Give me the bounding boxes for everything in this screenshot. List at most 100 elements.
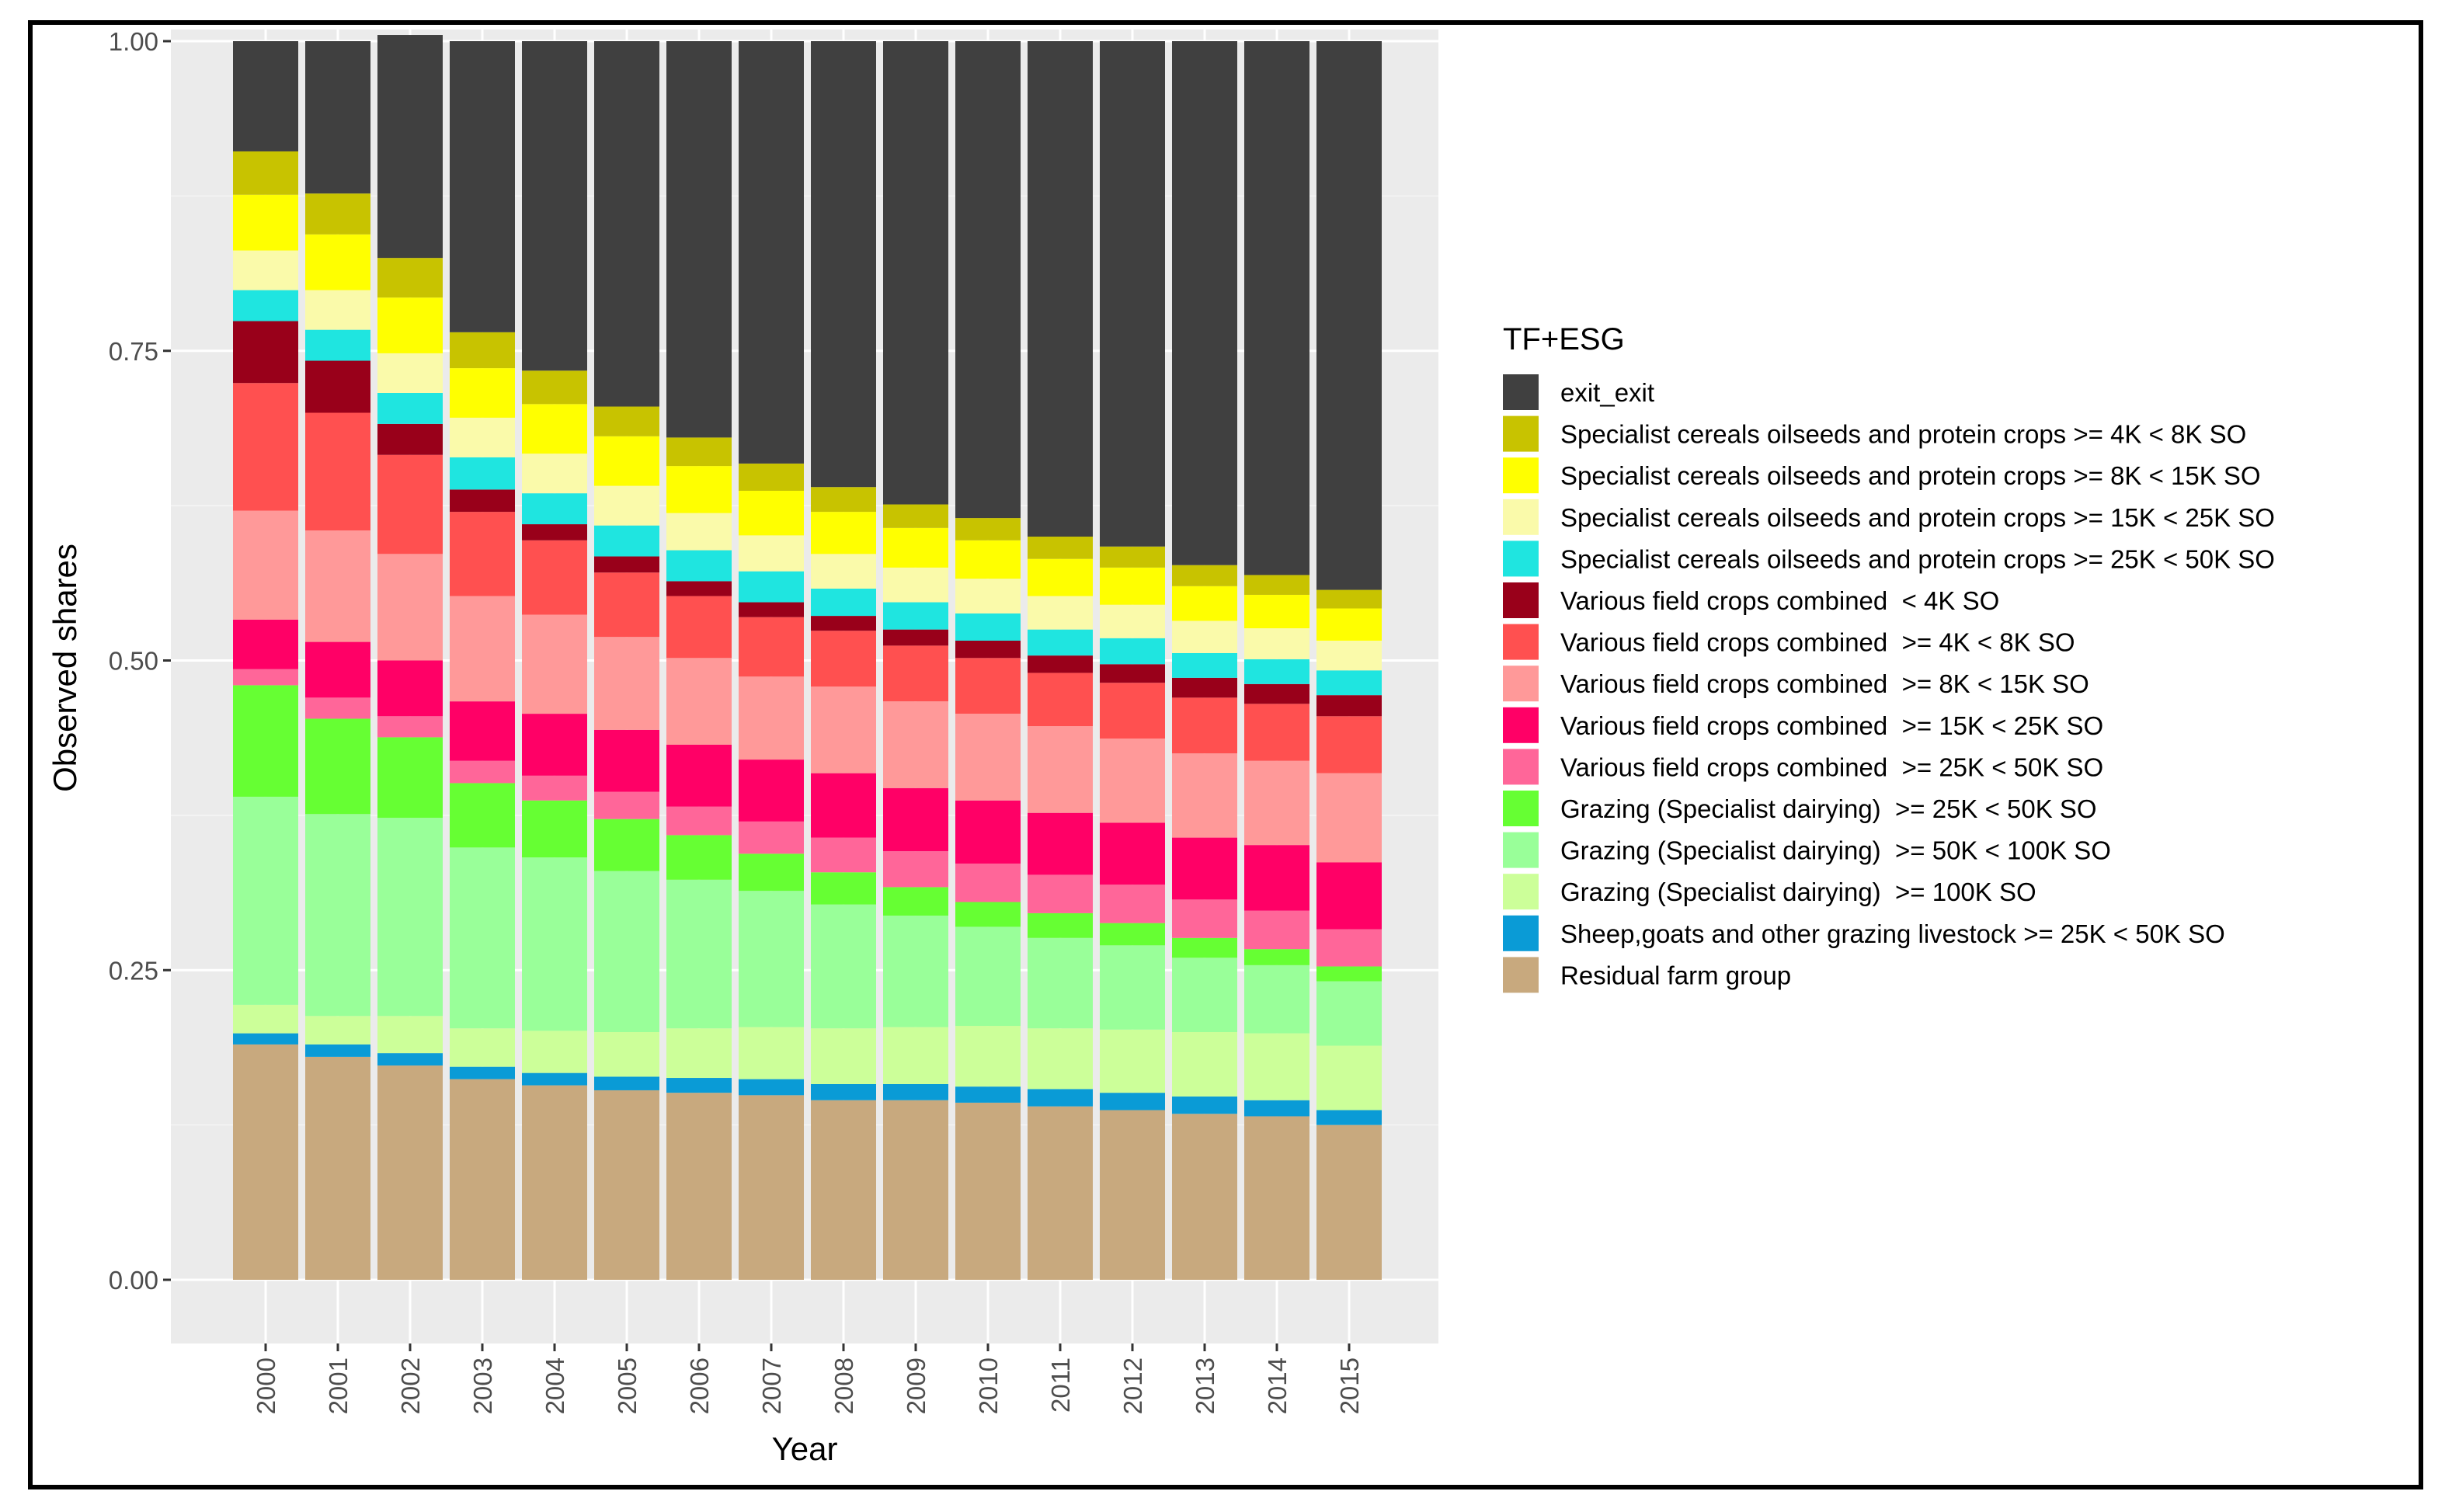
legend-swatch bbox=[1503, 666, 1539, 702]
bar-segment-2002-s6 bbox=[377, 660, 443, 717]
bar-segment-2004-s8 bbox=[522, 540, 587, 615]
bar-segment-2009-s5 bbox=[883, 851, 948, 888]
y-tick-label: 0.25 bbox=[109, 956, 158, 985]
legend-swatch bbox=[1503, 957, 1539, 993]
bar-segment-2012-s2 bbox=[1100, 1029, 1165, 1093]
legend-swatch bbox=[1503, 499, 1539, 535]
bar-segment-2011-s1 bbox=[1028, 1089, 1093, 1107]
x-tick-label-2013: 2013 bbox=[1191, 1357, 1219, 1414]
bar-segment-2012-s6 bbox=[1100, 822, 1165, 885]
bar-segment-2006-s0 bbox=[666, 1093, 732, 1280]
bar-segment-2011-s7 bbox=[1028, 726, 1093, 813]
bar-segment-2007-s12 bbox=[739, 490, 804, 536]
bar-segment-2001-s5 bbox=[305, 697, 370, 719]
bar-segment-2010-s0 bbox=[955, 1102, 1021, 1280]
bar-segment-2004-s2 bbox=[522, 1031, 587, 1073]
y-tick-label: 0.50 bbox=[109, 647, 158, 676]
legend-item: Residual farm group bbox=[1503, 957, 1791, 993]
bar-segment-2011-s0 bbox=[1028, 1106, 1093, 1280]
bar-segment-2012-s0 bbox=[1100, 1110, 1165, 1280]
bar-segment-2009-s8 bbox=[883, 645, 948, 702]
legend-swatch bbox=[1503, 874, 1539, 910]
bar-segment-2008-s7 bbox=[811, 686, 876, 773]
bar-segment-2005-s0 bbox=[594, 1090, 659, 1280]
legend-label: exit_exit bbox=[1560, 378, 1654, 407]
bar-segment-2012-s5 bbox=[1100, 885, 1165, 923]
bar-segment-2004-s4 bbox=[522, 800, 587, 858]
bar-stack-2009 bbox=[883, 41, 948, 1280]
legend-item: exit_exit bbox=[1503, 374, 1654, 410]
y-axis-label: Observed shares bbox=[47, 544, 83, 792]
legend-swatch bbox=[1503, 457, 1539, 494]
legend: TF+ESG exit_exit Specialist cereals oilse… bbox=[1503, 322, 2275, 993]
bar-segment-2006-s4 bbox=[666, 835, 732, 880]
bar-stack-2010 bbox=[955, 41, 1021, 1280]
bar-segment-2005-s13 bbox=[594, 406, 659, 436]
bar-segment-2000-s12 bbox=[233, 194, 298, 251]
bar-segment-2005-s6 bbox=[594, 729, 659, 792]
bar-segment-2003-s14 bbox=[450, 41, 515, 332]
bar-segment-2013-s10 bbox=[1172, 652, 1237, 678]
bar-segment-2002-s0 bbox=[377, 1065, 443, 1280]
legend-item: Sheep,goats and other grazing livestock … bbox=[1503, 915, 2225, 951]
bar-segment-2001-s1 bbox=[305, 1044, 370, 1057]
bar-segment-2015-s2 bbox=[1316, 1045, 1382, 1111]
bar-segment-2002-s14 bbox=[377, 35, 443, 259]
bar-segment-2007-s6 bbox=[739, 759, 804, 822]
bar-segment-2001-s13 bbox=[305, 193, 370, 235]
bar-segment-2009-s6 bbox=[883, 787, 948, 852]
bar-segment-2007-s7 bbox=[739, 676, 804, 760]
legend-item: Grazing (Specialist dairying) >= 25K < 5… bbox=[1503, 791, 2097, 826]
bar-segment-2014-s4 bbox=[1244, 949, 1309, 965]
bar-segment-2015-s9 bbox=[1316, 695, 1382, 717]
bar-segment-2005-s1 bbox=[594, 1076, 659, 1090]
bar-segment-2010-s8 bbox=[955, 658, 1021, 714]
bar-segment-2014-s13 bbox=[1244, 575, 1309, 595]
bar-segment-2015-s6 bbox=[1316, 862, 1382, 930]
bar-segment-2001-s7 bbox=[305, 530, 370, 642]
legend-swatch bbox=[1503, 415, 1539, 452]
bar-segment-2014-s2 bbox=[1244, 1033, 1309, 1100]
bar-segment-2000-s11 bbox=[233, 250, 298, 290]
bar-segment-2006-s10 bbox=[666, 550, 732, 582]
bar-segment-2013-s8 bbox=[1172, 697, 1237, 754]
x-tick-label-2003: 2003 bbox=[468, 1357, 497, 1414]
bar-stack-2015 bbox=[1316, 41, 1382, 1280]
legend-item: Specialist cereals oilseeds and protein … bbox=[1503, 540, 2275, 577]
bar-segment-2004-s0 bbox=[522, 1085, 587, 1280]
bar-segment-2007-s8 bbox=[739, 617, 804, 677]
bar-segment-2007-s10 bbox=[739, 571, 804, 603]
bar-segment-2000-s9 bbox=[233, 321, 298, 384]
legend-title: TF+ESG bbox=[1503, 322, 1625, 356]
bar-segment-2012-s13 bbox=[1100, 546, 1165, 568]
legend-item: Various field crops combined >= 25K < 50… bbox=[1503, 749, 2103, 785]
bar-stack-2014 bbox=[1244, 41, 1309, 1280]
bar-segment-2001-s2 bbox=[305, 1016, 370, 1044]
legend-swatch bbox=[1503, 582, 1539, 618]
legend-label: Grazing (Specialist dairying) >= 50K < 1… bbox=[1560, 836, 2111, 865]
legend-label: Specialist cereals oilseeds and protein … bbox=[1560, 420, 2246, 449]
x-tick-label-2014: 2014 bbox=[1263, 1357, 1292, 1414]
bar-segment-2013-s1 bbox=[1172, 1096, 1237, 1114]
bar-segment-2014-s1 bbox=[1244, 1100, 1309, 1117]
bar-segment-2005-s7 bbox=[594, 637, 659, 730]
bar-segment-2010-s6 bbox=[955, 800, 1021, 864]
legend-label: Specialist cereals oilseeds and protein … bbox=[1560, 461, 2261, 490]
bar-segment-2003-s1 bbox=[450, 1066, 515, 1079]
legend-label: Specialist cereals oilseeds and protein … bbox=[1560, 544, 2275, 573]
bar-segment-2003-s7 bbox=[450, 596, 515, 702]
bar-segment-2012-s3 bbox=[1100, 945, 1165, 1030]
x-tick-label-2015: 2015 bbox=[1335, 1357, 1364, 1414]
legend-label: Grazing (Specialist dairying) >= 25K < 5… bbox=[1560, 794, 2097, 823]
bar-segment-2008-s8 bbox=[811, 631, 876, 686]
bar-segment-2009-s10 bbox=[883, 602, 948, 630]
bar-segment-2015-s0 bbox=[1316, 1124, 1382, 1280]
bar-segment-2007-s13 bbox=[739, 463, 804, 491]
legend-item: Various field crops combined < 4K SO bbox=[1503, 582, 1999, 618]
x-tick-label-2008: 2008 bbox=[830, 1357, 858, 1414]
bar-stack-2013 bbox=[1172, 41, 1237, 1280]
bar-segment-2010-s9 bbox=[955, 640, 1021, 659]
bar-segment-2010-s14 bbox=[955, 41, 1021, 519]
bar-segment-2003-s4 bbox=[450, 783, 515, 848]
legend-item: Specialist cereals oilseeds and protein … bbox=[1503, 457, 2261, 494]
